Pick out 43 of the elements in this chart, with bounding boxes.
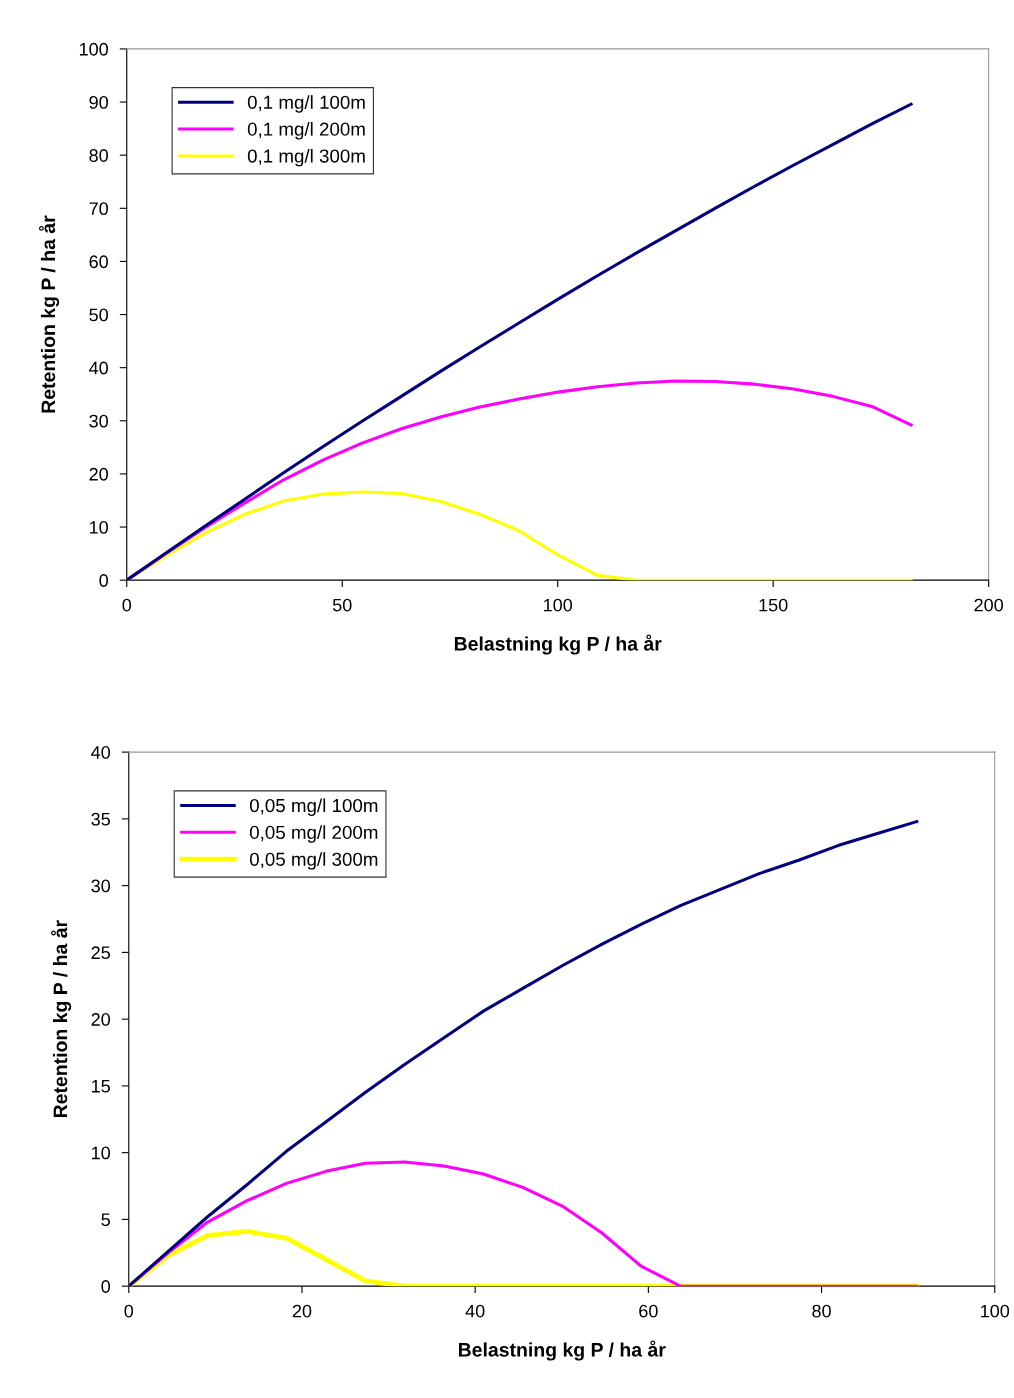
line-series (128, 820, 919, 1287)
line-series (128, 1228, 920, 1287)
x-axis-title: Belastning kg P / ha år (458, 1340, 666, 1361)
legend-label: 0,05 mg/l 200m (249, 825, 378, 843)
y-tick-label: 35 (91, 812, 110, 826)
y-tick-label: 30 (89, 414, 108, 428)
legend-label: 0,05 mg/l 300m (249, 852, 378, 870)
y-tick-label: 60 (89, 255, 108, 269)
x-tick-label: 100 (544, 598, 573, 612)
x-tick-label: 60 (639, 1304, 658, 1318)
y-tick-label: 100 (79, 42, 108, 56)
x-axis-title: Belastning kg P / ha år (454, 634, 662, 655)
x-tick-label: 20 (292, 1304, 312, 1318)
y-axis-title: Retention kg P / ha år (39, 215, 60, 413)
x-tick-label: 50 (332, 598, 352, 612)
x-tick-label: 100 (981, 1304, 1010, 1318)
y-tick-label: 40 (91, 746, 111, 759)
x-tick-label: 200 (974, 598, 1004, 612)
x-tick-label: 0 (124, 1304, 134, 1318)
legend-label: 0,1 mg/l 200m (247, 122, 365, 140)
x-tick-label: 0 (122, 598, 132, 612)
y-tick-label: 5 (101, 1213, 110, 1227)
y-tick-label: 40 (89, 361, 108, 375)
legend-label: 0,1 mg/l 100m (247, 95, 365, 113)
y-tick-label: 90 (89, 95, 108, 109)
y-tick-label: 25 (91, 946, 110, 960)
y-tick-label: 0 (101, 1280, 111, 1293)
legend-label: 0,05 mg/l 100m (249, 798, 378, 816)
x-tick-label: 40 (465, 1304, 485, 1318)
legend-label: 0,1 mg/l 300m (247, 148, 365, 167)
y-tick-label: 30 (91, 879, 111, 893)
x-tick-label: 150 (759, 598, 788, 612)
y-tick-label: 50 (89, 308, 108, 322)
y-tick-label: 10 (92, 1146, 111, 1160)
y-tick-label: 20 (89, 467, 108, 481)
y-tick-label: 10 (89, 520, 108, 534)
x-tick-label: 80 (812, 1304, 831, 1318)
y-tick-label: 20 (91, 1013, 111, 1026)
y-tick-label: 0 (99, 574, 108, 587)
y-tick-label: 15 (92, 1080, 110, 1093)
y-tick-label: 70 (89, 202, 108, 216)
y-axis-title: Retention kg P / ha år (51, 920, 72, 1118)
y-tick-label: 80 (89, 149, 108, 162)
